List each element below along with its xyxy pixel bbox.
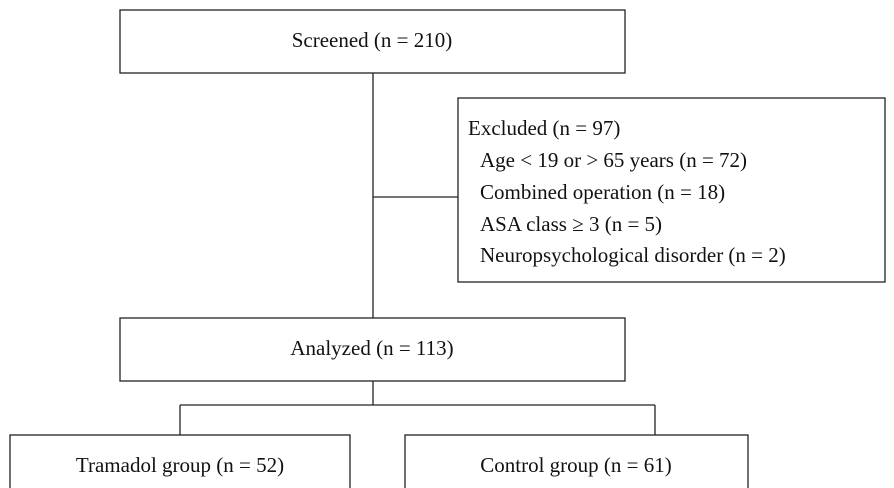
node-box [119,9,626,74]
node-label: Excluded (n = 97) [468,116,620,140]
node-item: Neuropsychological disorder (n = 2) [480,243,786,267]
node-box [457,97,886,283]
node-item: Age < 19 or > 65 years (n = 72) [480,148,747,172]
node-box [9,434,351,488]
node-box [404,434,749,488]
node-item: ASA class ≥ 3 (n = 5) [480,212,662,236]
node-label: Tramadol group (n = 52) [76,453,284,477]
node-box [119,317,626,382]
node-label: Screened (n = 210) [292,28,453,52]
node-label: Control group (n = 61) [480,453,672,477]
node-item: Combined operation (n = 18) [480,180,725,204]
node-label: Analyzed (n = 113) [290,336,453,360]
